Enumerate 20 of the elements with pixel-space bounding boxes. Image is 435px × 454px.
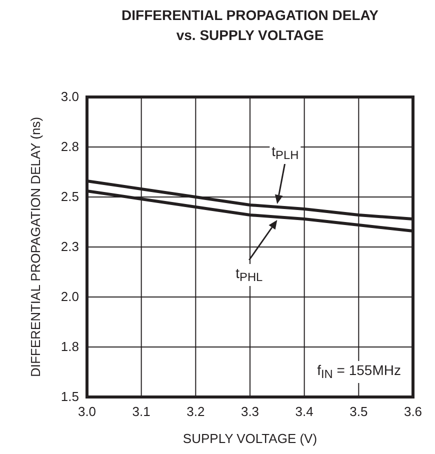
x-tick-label: 3.3 bbox=[240, 404, 260, 420]
y-tick-label: 1.8 bbox=[60, 339, 79, 354]
x-tick-label: 3.1 bbox=[132, 404, 150, 420]
text: t$_{PLH}$ bbox=[272, 143, 299, 162]
y-tick-label: 1.5 bbox=[60, 389, 79, 404]
y-tick-label: 2.8 bbox=[60, 139, 79, 154]
x-tick-label: 3.0 bbox=[78, 404, 96, 420]
y-tick-label: 2.3 bbox=[60, 239, 79, 254]
y-tick-label: 2.0 bbox=[60, 289, 79, 304]
y-tick-label: 3.0 bbox=[60, 89, 79, 104]
y-axis-title: DIFFERENTIAL PROPAGATION DELAY (ns) bbox=[28, 116, 43, 378]
y-tick-label: 2.5 bbox=[60, 189, 79, 204]
legend-label: t$_{PHL}$ bbox=[236, 265, 264, 284]
x-tick-label: 3.5 bbox=[350, 404, 368, 420]
annotation: f$_{IN}$ = 155MHz bbox=[317, 362, 401, 381]
x-tick-label: 3.2 bbox=[186, 404, 205, 420]
x-tick-label: 3.6 bbox=[404, 404, 422, 420]
chart-title: DIFFERENTIAL PROPAGATION DELAY vs. SUPPLY VOLTAGE bbox=[122, 7, 380, 43]
x-axis-title: SUPPLY VOLTAGE (V) bbox=[182, 431, 318, 446]
x-tick-label: 3.4 bbox=[295, 404, 314, 420]
